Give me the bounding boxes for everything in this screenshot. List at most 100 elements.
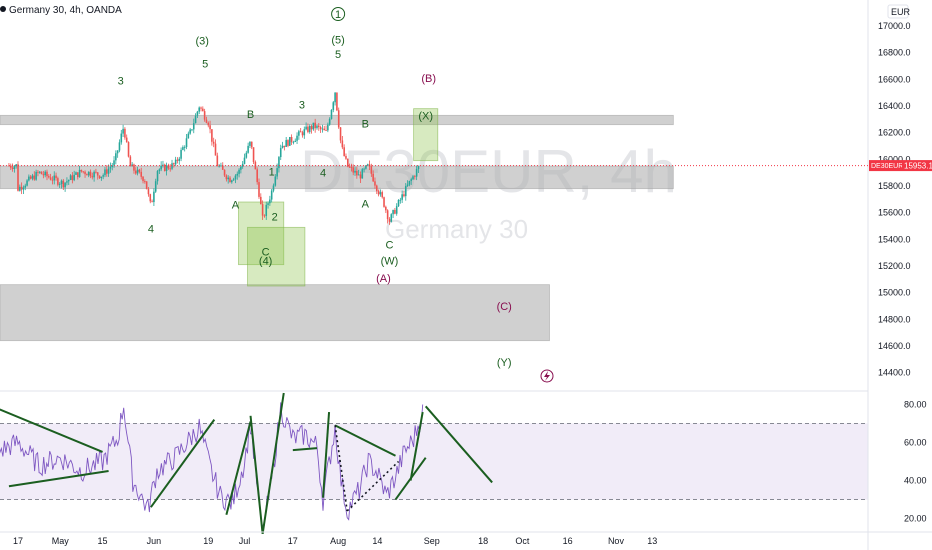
- candle-body-40: [80, 169, 83, 172]
- zone-resistance-0: [0, 114, 674, 126]
- candle-body-26: [55, 175, 57, 179]
- candle-body-3: [13, 166, 16, 169]
- candle-body-131: [245, 152, 248, 158]
- candle-body-53: [104, 169, 106, 176]
- candle-body-223: [412, 176, 414, 180]
- candle-body-86: [163, 164, 166, 171]
- candle-body-15: [35, 171, 37, 180]
- rsi-trendline-10[interactable]: [409, 411, 424, 481]
- candle-body-175: [325, 130, 327, 131]
- rsi-trendline-11[interactable]: [424, 405, 493, 484]
- time-tick-label: 17: [13, 536, 23, 546]
- candle-body-31: [64, 182, 66, 188]
- wave-labels-layer: 34(3)5AB12C(4)341(5)5BAC(W)(A)(X)(B)(C)(…: [118, 7, 512, 369]
- candle-body-1: [9, 165, 12, 168]
- candle-body-149: [278, 157, 280, 169]
- candle-body-225: [415, 169, 418, 177]
- price-tick-label: 14600.0: [878, 341, 911, 351]
- candle-body-189: [350, 167, 353, 168]
- price-tick-label: 16800.0: [878, 48, 911, 58]
- rsi-trendline-1[interactable]: [8, 470, 109, 488]
- candle-body-89: [169, 168, 172, 170]
- candle-body-28: [58, 184, 61, 185]
- candle-body-110: [207, 122, 210, 126]
- candle-body-164: [305, 126, 307, 130]
- candle-body-62: [120, 133, 123, 143]
- time-tick-label: 18: [478, 536, 488, 546]
- candle-body-16: [37, 171, 39, 173]
- rsi-tick-label: 40.00: [904, 476, 927, 486]
- candle-body-129: [241, 163, 244, 167]
- last-price-symbol: DE30EUR: [871, 163, 903, 170]
- candle-body-77: [147, 189, 150, 195]
- candle-body-49: [96, 172, 99, 176]
- candle-body-111: [209, 125, 211, 130]
- wave-label-circle-12: [331, 7, 346, 21]
- wave-label-2: (3): [195, 36, 208, 48]
- candle-body-172: [319, 127, 322, 130]
- currency-badge[interactable]: [887, 4, 909, 19]
- candle-body-212: [392, 209, 394, 215]
- candle-body-47: [93, 171, 95, 178]
- candle-body-93: [176, 159, 179, 161]
- price-tick-label: 15200.0: [878, 261, 911, 271]
- candle-body-48: [95, 171, 97, 173]
- rsi-dotted-line-1[interactable]: [346, 460, 400, 512]
- candle-body-13: [31, 175, 34, 179]
- wave-label-15: B: [362, 118, 369, 130]
- candle-body-30: [62, 180, 65, 188]
- candle-body-179: [332, 102, 335, 110]
- candle-body-38: [76, 172, 79, 178]
- candle-body-139: [260, 196, 262, 205]
- rsi-trendline-4[interactable]: [249, 415, 264, 534]
- candle-body-148: [276, 168, 278, 177]
- candle-body-169: [314, 122, 316, 129]
- candle-body-137: [256, 169, 258, 183]
- rsi-trendline-2[interactable]: [150, 419, 216, 508]
- rsi-trendline-3[interactable]: [225, 421, 252, 516]
- rsi-trendline-6[interactable]: [292, 447, 318, 452]
- price-tick-label: 16200.0: [878, 128, 911, 138]
- candle-body-24: [51, 179, 54, 181]
- rsi-trendline-5[interactable]: [261, 392, 285, 534]
- candles-layer: [8, 92, 420, 225]
- candle-body-121: [227, 177, 229, 180]
- candle-body-6: [19, 186, 21, 191]
- candle-body-57: [111, 165, 114, 167]
- candle-body-87: [165, 165, 168, 171]
- time-tick-label: 17: [288, 536, 298, 546]
- candle-body-161: [299, 131, 302, 133]
- candle-body-140: [261, 204, 264, 216]
- time-tick-label: May: [52, 536, 70, 546]
- candle-body-187: [346, 158, 349, 167]
- candle-body-194: [359, 174, 362, 179]
- candle-body-216: [399, 199, 402, 201]
- candle-body-84: [160, 165, 162, 170]
- candle-body-152: [283, 145, 286, 147]
- candle-body-50: [98, 175, 101, 179]
- rsi-trendline-8[interactable]: [334, 424, 396, 457]
- candle-body-153: [285, 140, 287, 147]
- rsi-trendline-0[interactable]: [0, 408, 103, 453]
- wave-label-3: 5: [202, 58, 208, 70]
- rsi-trendline-7[interactable]: [322, 411, 331, 498]
- candle-body-197: [365, 165, 367, 169]
- lightning-icon[interactable]: [540, 369, 554, 383]
- wave-label-13: (5): [331, 34, 344, 46]
- candle-body-5: [17, 164, 19, 191]
- candle-body-114: [214, 143, 217, 156]
- time-tick-label: Jul: [239, 536, 251, 546]
- price-tick-label: 15800.0: [878, 181, 911, 191]
- candle-body-191: [354, 170, 356, 173]
- candle-body-205: [379, 192, 382, 195]
- candle-body-59: [115, 153, 117, 161]
- price-tick-label: 17000.0: [878, 21, 911, 31]
- wave-label-1: 4: [148, 224, 154, 236]
- candle-body-20: [44, 171, 46, 176]
- candle-body-34: [69, 175, 72, 180]
- candle-body-78: [149, 194, 152, 202]
- zones-layer: [0, 108, 674, 342]
- price-tick-label: 16000.0: [878, 154, 911, 164]
- candle-body-81: [154, 181, 157, 192]
- candle-body-208: [385, 206, 387, 211]
